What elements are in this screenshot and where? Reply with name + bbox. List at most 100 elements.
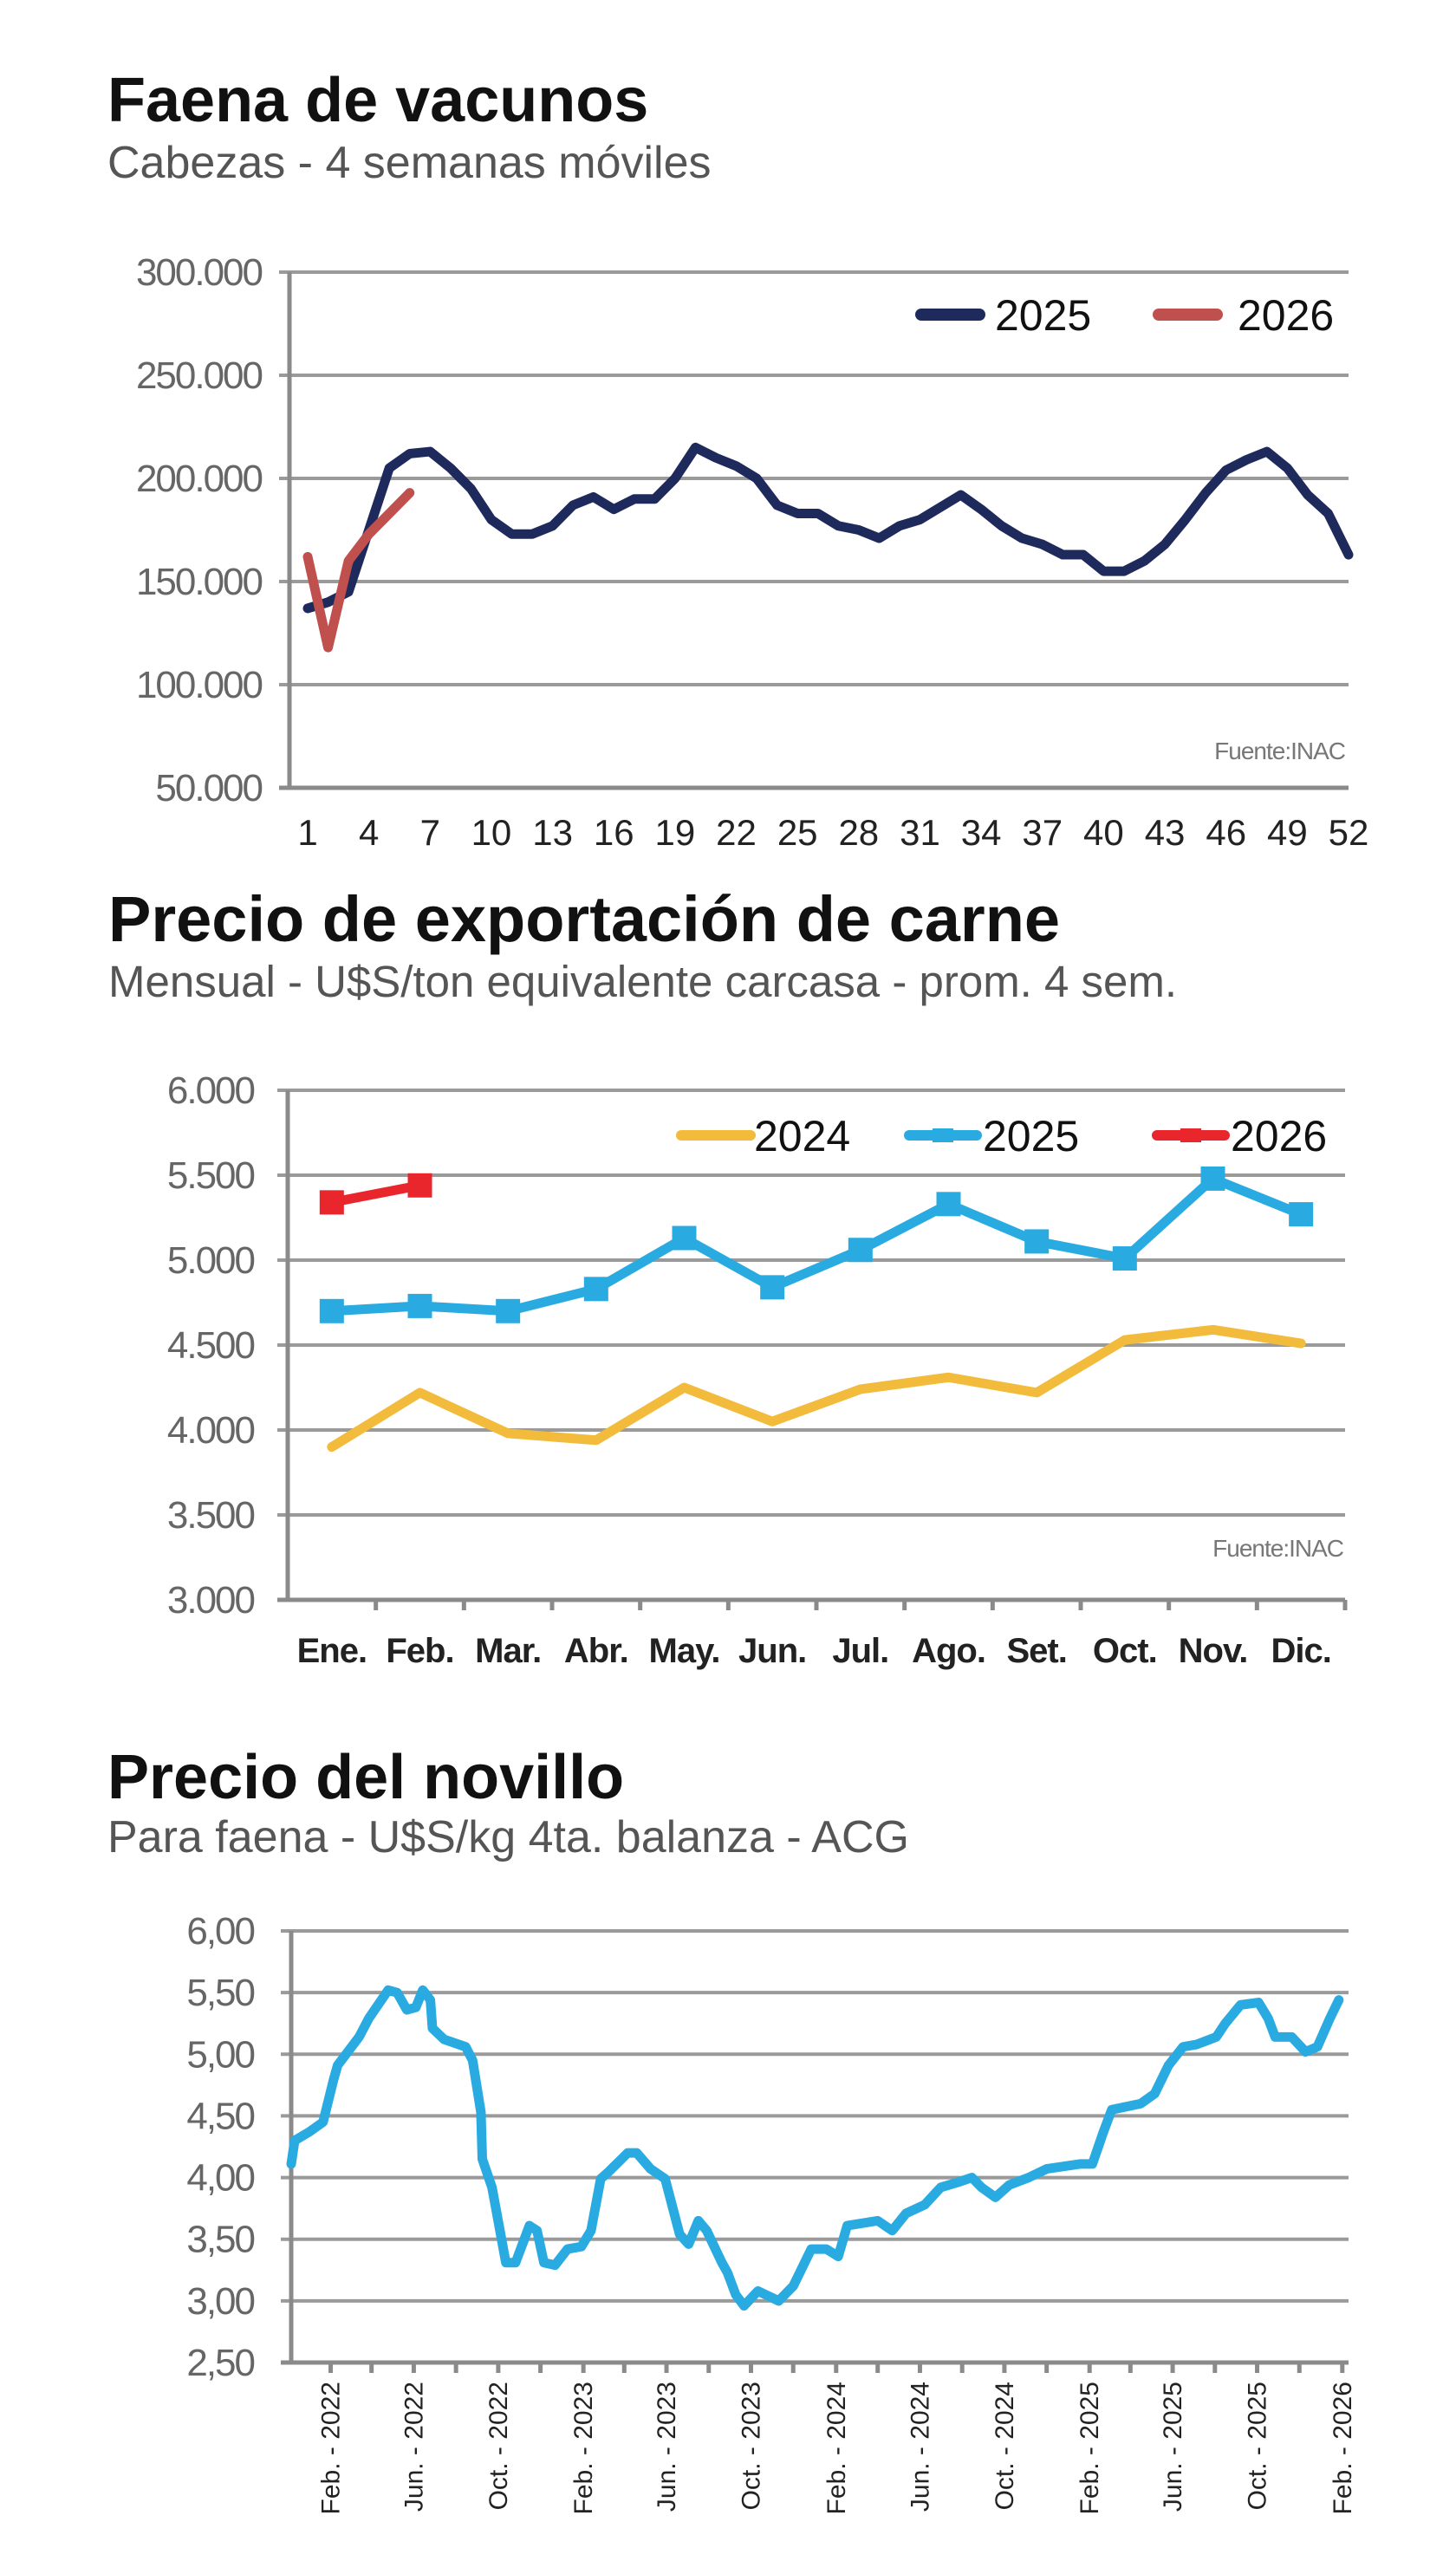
y-tick-label: 6,00 [186, 1910, 254, 1953]
x-tick-label: 19 [655, 812, 696, 853]
x-tick-label: Oct. [1093, 1632, 1157, 1670]
data-point-2025 [760, 1275, 785, 1300]
data-point-2026 [319, 1190, 344, 1215]
x-tick-label: 43 [1145, 812, 1186, 853]
chart-subtitle: Cabezas - 4 semanas móviles [107, 138, 712, 188]
y-tick-label: 3,00 [186, 2280, 254, 2323]
data-point-2025 [936, 1192, 961, 1217]
legend: 2025 2026 [915, 291, 1334, 340]
x-tick-label: 1 [297, 812, 317, 853]
y-tick-label: 5.500 [167, 1154, 255, 1197]
x-tick-label: 13 [532, 812, 573, 853]
y-tick-label: 3.500 [167, 1494, 255, 1537]
x-tick-label: Dic. [1271, 1632, 1330, 1670]
x-tick-label: 40 [1083, 812, 1124, 853]
y-tick-label: 100.000 [136, 664, 263, 706]
x-tick-label: Jun. [738, 1632, 806, 1670]
x-tick-label: Oct. - 2022 [484, 2382, 513, 2510]
x-tick-label: Oct. - 2024 [991, 2382, 1019, 2510]
chart-precio-exportacion: Precio de exportación de carne Mensual -… [108, 883, 1348, 1670]
x-tick-label: 25 [777, 812, 818, 853]
x-tick-label: 34 [961, 812, 1002, 853]
x-tick-label: Mar. [475, 1632, 541, 1670]
data-point-2025 [672, 1225, 697, 1251]
data-point-2025 [319, 1298, 344, 1323]
y-tick-label: 4,50 [186, 2095, 254, 2137]
series-line-2026 [327, 1180, 425, 1207]
y-tick-label: 5,00 [186, 2033, 254, 2076]
legend-label-2025: 2025 [995, 291, 1091, 340]
x-tick-label: Jun. - 2024 [906, 2382, 934, 2512]
series-line-2026 [302, 488, 415, 653]
x-tick-label: 46 [1206, 812, 1246, 853]
chart-title: Faena de vacunos [107, 66, 648, 135]
chart-title: Precio de exportación de carne [108, 883, 1060, 955]
chart-precio-novillo: Precio del novillo Para faena - U$S/kg 4… [107, 1743, 1357, 2514]
y-tick-label: 300.000 [136, 251, 263, 294]
x-tick-label: Set. [1006, 1632, 1066, 1670]
y-tick-label: 200.000 [136, 458, 263, 500]
y-tick-label: 2,50 [186, 2342, 254, 2384]
x-tick-label: 10 [471, 812, 512, 853]
data-point-2025 [583, 1277, 608, 1302]
x-tick-label: Feb. - 2026 [1329, 2382, 1357, 2514]
x-tick-label: Ago. [912, 1632, 985, 1670]
y-tick-label: 6.000 [167, 1069, 255, 1112]
x-tick-label: Oct. - 2023 [738, 2382, 766, 2510]
legend-label-2025: 2025 [983, 1112, 1079, 1160]
chart-subtitle: Para faena - U$S/kg 4ta. balanza - ACG [107, 1812, 909, 1862]
x-tick-label: May. [649, 1632, 720, 1670]
y-tick-label: 4.500 [167, 1324, 255, 1367]
data-point-2026 [407, 1173, 432, 1198]
x-tick-label: 16 [594, 812, 634, 853]
x-tick-label: Jul. [832, 1632, 888, 1670]
x-tick-label: Ene. [297, 1632, 367, 1670]
x-tick-label: Nov. [1179, 1632, 1248, 1670]
x-tick-label: Abr. [564, 1632, 628, 1670]
x-tick-label: Feb. [386, 1632, 453, 1670]
chart-faena-vacunos: Faena de vacunos Cabezas - 4 semanas móv… [107, 66, 1368, 853]
legend-label-2026: 2026 [1238, 291, 1334, 340]
data-point-2025 [848, 1238, 873, 1263]
x-tick-label: 28 [838, 812, 879, 853]
data-point-2025 [1289, 1202, 1314, 1227]
source-note: Fuente:INAC [1212, 1535, 1344, 1562]
legend-marker-2025 [933, 1128, 953, 1142]
legend-label-2024: 2024 [754, 1112, 850, 1160]
x-tick-label: 22 [716, 812, 757, 853]
data-point-2025 [1024, 1229, 1050, 1254]
x-tick-label: 49 [1267, 812, 1308, 853]
legend-marker-2026 [1180, 1128, 1201, 1142]
y-tick-label: 4,00 [186, 2157, 254, 2200]
x-tick-label: Jun. - 2022 [400, 2382, 428, 2512]
legend: 2024 2025 2026 [676, 1112, 1327, 1160]
series-line-2025 [327, 1173, 1306, 1316]
x-tick-label: 4 [359, 812, 379, 853]
chart-title: Precio del novillo [107, 1743, 624, 1812]
series-line-2024 [327, 1324, 1306, 1453]
data-point-2025 [1112, 1246, 1137, 1271]
legend-label-2026: 2026 [1231, 1112, 1327, 1160]
x-tick-label: Feb. - 2022 [317, 2382, 346, 2514]
y-tick-label: 5.000 [167, 1239, 255, 1282]
x-tick-label: Feb. - 2024 [822, 2382, 851, 2514]
series-line [286, 1985, 1344, 2311]
x-tick-label: Feb. - 2023 [569, 2382, 598, 2514]
x-tick-label: 31 [900, 812, 940, 853]
y-tick-label: 5,50 [186, 1972, 254, 2014]
x-tick-label: Jun. - 2023 [653, 2382, 681, 2512]
x-tick-label: 7 [420, 812, 440, 853]
y-tick-label: 250.000 [136, 354, 263, 397]
y-tick-label: 3.000 [167, 1579, 255, 1622]
x-tick-label: Feb. - 2025 [1076, 2382, 1104, 2514]
x-tick-label: 37 [1022, 812, 1063, 853]
y-tick-label: 50.000 [155, 767, 262, 809]
series-line-2025 [302, 442, 1354, 614]
y-tick-label: 3,50 [186, 2219, 254, 2261]
x-tick-label: Oct. - 2025 [1244, 2382, 1272, 2510]
chart-subtitle: Mensual - U$S/ton equivalente carcasa - … [108, 957, 1177, 1006]
data-point-2025 [407, 1293, 432, 1318]
y-tick-label: 4.000 [167, 1409, 255, 1452]
y-tick-label: 150.000 [136, 561, 263, 603]
